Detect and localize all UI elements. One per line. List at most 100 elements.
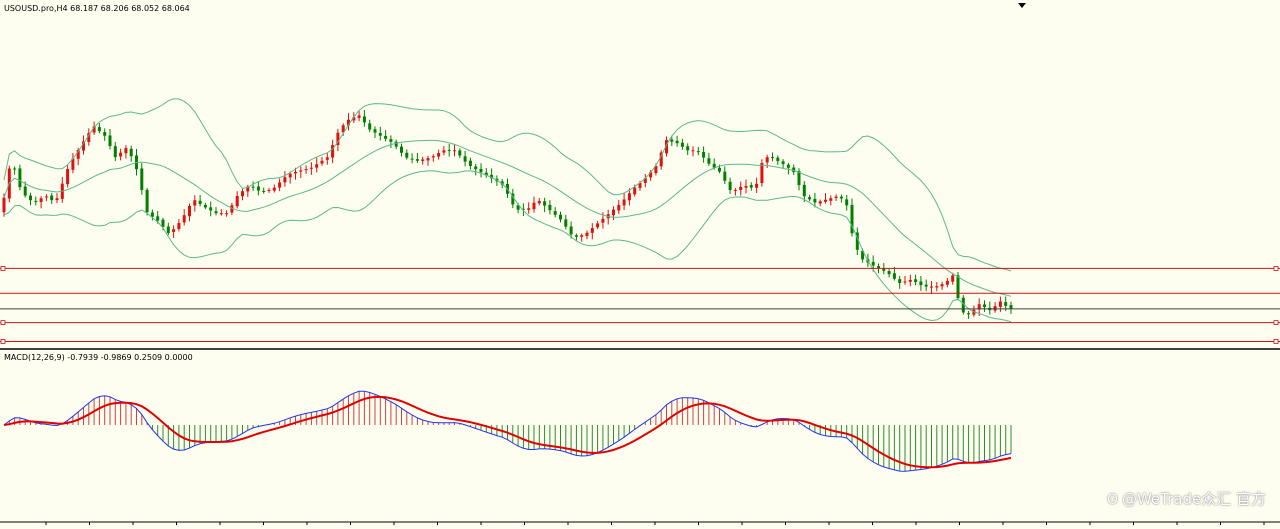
bull-candle [537, 200, 541, 204]
macd-main-line [3, 390, 1012, 472]
bear-candle [479, 168, 483, 173]
bollinger-middle-band [3, 139, 1012, 297]
bear-candle [776, 157, 780, 162]
bear-candle [871, 261, 875, 266]
bear-candle [521, 208, 525, 210]
bear-candle [156, 216, 160, 221]
bull-candle [739, 186, 743, 191]
bull-candle [998, 301, 1002, 307]
bear-candle [484, 172, 488, 176]
bear-candle [670, 139, 674, 142]
bull-candle [66, 169, 70, 185]
bear-candle [50, 195, 54, 201]
bear-candle [468, 160, 472, 167]
bear-candle [792, 167, 796, 173]
bull-candle [304, 169, 308, 171]
price-pane [0, 98, 1280, 344]
level-anchor-left [0, 339, 6, 344]
bear-candle [145, 189, 149, 213]
bear-candle [150, 212, 154, 217]
bear-candle [500, 181, 504, 185]
bear-candle [1009, 305, 1013, 309]
bull-candle [617, 204, 621, 211]
watermark-text: @WeTrade众汇 官方 [1121, 490, 1266, 508]
bear-candle [548, 204, 552, 211]
bull-candle [638, 182, 642, 188]
bear-candle [749, 185, 753, 188]
bull-candle [590, 228, 594, 233]
bull-candle [431, 156, 435, 158]
bull-candle [940, 284, 944, 287]
bull-candle [283, 177, 287, 183]
bull-candle [755, 183, 759, 188]
bull-candle [818, 201, 822, 204]
bear-candle [877, 266, 880, 269]
bear-candle [574, 235, 578, 237]
bull-candle [908, 279, 912, 282]
bull-candle [453, 150, 456, 152]
bear-candle [378, 133, 382, 136]
bear-candle [543, 201, 547, 206]
bull-candle [235, 195, 239, 207]
bear-candle [718, 167, 721, 172]
macd-pane [3, 390, 1265, 525]
bull-candle [627, 193, 631, 201]
bull-candle [336, 132, 340, 146]
bear-candle [786, 164, 790, 168]
bull-candle [585, 232, 589, 237]
bear-candle [924, 284, 928, 287]
bull-candle [744, 186, 748, 188]
bull-candle [659, 152, 663, 167]
bear-candle [166, 226, 170, 233]
watermark: ʘ @WeTrade众汇 官方 [1107, 488, 1266, 509]
bear-candle [845, 199, 849, 206]
bull-candle [951, 275, 955, 282]
bollinger-upper-band [3, 98, 1012, 272]
bear-candle [861, 250, 865, 260]
bear-candle [389, 139, 393, 142]
bear-candle [553, 211, 557, 215]
bull-candle [633, 187, 637, 195]
level-anchor-right [1273, 266, 1279, 271]
macd-signal-line [3, 395, 1012, 469]
bull-candle [945, 280, 949, 285]
bull-candle [71, 158, 75, 170]
bull-candle [278, 182, 282, 188]
bull-candle [267, 190, 271, 192]
bull-candle [622, 199, 626, 206]
bear-candle [728, 181, 732, 191]
bear-candle [251, 186, 255, 188]
bear-candle [209, 207, 213, 211]
bull-candle [55, 198, 59, 201]
bear-candle [781, 161, 785, 165]
bear-candle [490, 174, 494, 179]
bear-candle [702, 151, 706, 158]
bear-candle [961, 297, 965, 313]
bear-candle [680, 142, 684, 147]
bull-candle [654, 165, 658, 174]
bear-candle [808, 197, 812, 200]
bull-candle [649, 172, 653, 178]
bear-candle [723, 171, 727, 181]
bear-candle [564, 219, 568, 227]
bear-candle [362, 116, 366, 123]
bear-candle [34, 200, 38, 202]
bear-candle [13, 168, 17, 170]
bull-candle [241, 191, 244, 197]
bear-candle [707, 158, 711, 164]
bull-candle [44, 196, 48, 198]
bull-candle [421, 159, 425, 161]
bull-candle [82, 141, 85, 151]
bull-candle [193, 200, 197, 206]
bear-candle [898, 279, 902, 283]
bull-candle [977, 304, 981, 310]
bull-candle [612, 209, 615, 216]
bear-candle [262, 190, 266, 192]
bear-candle [203, 204, 207, 208]
bear-candle [855, 232, 859, 250]
bear-candle [919, 281, 923, 286]
bollinger-lower-band [3, 170, 1012, 323]
bear-candle [368, 123, 372, 130]
